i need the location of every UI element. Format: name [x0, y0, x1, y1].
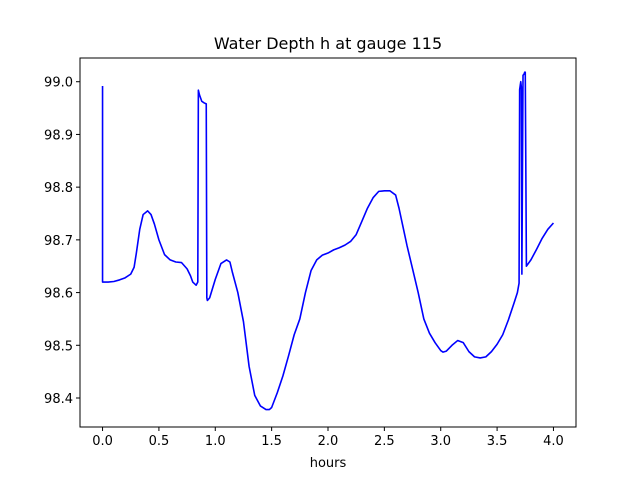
chart-title: Water Depth h at gauge 115: [214, 34, 442, 53]
series-line-0: [101, 71, 555, 411]
x-tick-label: 1.5: [261, 434, 282, 449]
y-tick-label: 98.7: [44, 234, 73, 249]
x-tick-label: 2.5: [374, 434, 395, 449]
plot-data: [101, 71, 555, 411]
x-axis-label: hours: [310, 456, 347, 471]
x-tick-label: 4.0: [543, 434, 564, 449]
y-tick-label: 98.6: [44, 287, 73, 302]
y-axis-ticks: 98.4 98.5 98.6 98.7 98.8 98.9 99.0: [44, 76, 80, 407]
x-tick-label: 3.0: [430, 434, 451, 449]
y-tick-label: 98.4: [44, 392, 73, 407]
x-tick-label: 1.0: [205, 434, 226, 449]
y-tick-label: 99.0: [44, 76, 73, 91]
y-tick-label: 98.5: [44, 339, 73, 354]
x-tick-label: 2.0: [318, 434, 339, 449]
y-tick-label: 98.9: [44, 128, 73, 143]
x-tick-label: 0.5: [149, 434, 170, 449]
x-tick-label: 3.5: [487, 434, 508, 449]
x-tick-label: 0.0: [92, 434, 113, 449]
x-axis-ticks: 0.0 0.5 1.0 1.5 2.0 2.5 3.0 3.5 4.0: [92, 427, 564, 449]
y-tick-label: 98.8: [44, 181, 73, 196]
